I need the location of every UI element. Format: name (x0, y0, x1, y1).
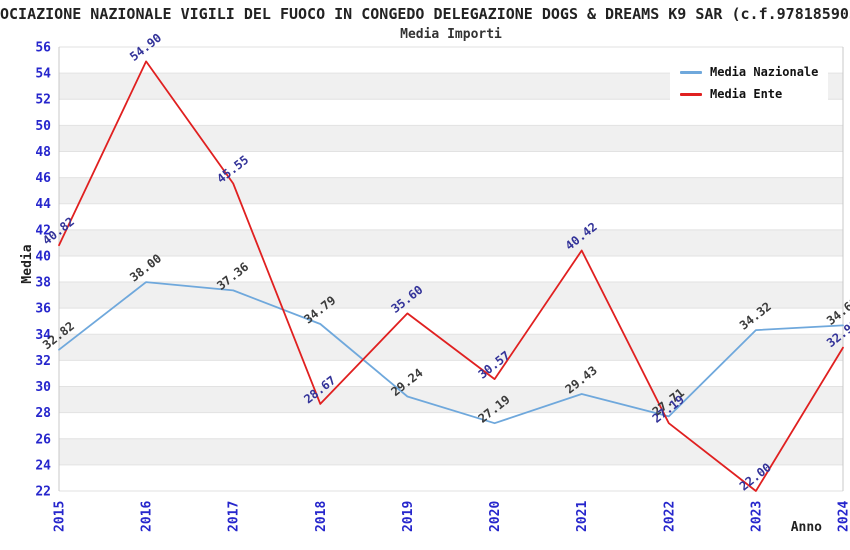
legend-label: Media Nazionale (710, 65, 819, 79)
y-tick-label: 30 (35, 380, 51, 395)
x-tick-label: 2021 (575, 501, 590, 532)
y-tick-label: 38 (35, 276, 51, 291)
x-tick-label: 2019 (401, 501, 416, 532)
band (59, 438, 843, 465)
y-tick-label: 42 (35, 223, 51, 238)
band (59, 386, 843, 413)
legend-item-media-ente: Media Ente (680, 87, 818, 101)
y-tick-label: 28 (35, 406, 51, 421)
plot-bands (59, 73, 843, 465)
y-tick-label: 34 (35, 328, 51, 343)
band (59, 229, 843, 256)
chart-legend: Media Nazionale Media Ente (670, 58, 829, 108)
chart-subtitle: Media Importi (400, 27, 502, 42)
y-tick-label: 40 (35, 249, 51, 264)
y-tick-label: 24 (35, 458, 51, 473)
x-tick-label: 2022 (662, 501, 677, 532)
y-tick-label: 26 (35, 432, 51, 447)
legend-swatch-red-line (680, 92, 702, 96)
series-line-media-nazionale (58, 281, 844, 425)
y-tick-label: 54 (35, 67, 51, 82)
x-tick-label: 2023 (749, 501, 764, 532)
x-tick-label: 2016 (140, 501, 155, 532)
page-title: OCIAZIONE NAZIONALE VIGILI DEL FUOCO IN … (0, 5, 850, 23)
legend-item-media-nazionale: Media Nazionale (680, 65, 818, 79)
y-tick-label: 32 (35, 354, 51, 369)
y-tick-label: 56 (35, 41, 51, 56)
x-tick-label: 2018 (314, 501, 329, 532)
y-tick-labels: 22 24 26 28 30 32 34 36 38 40 42 44 46 48 50 52 54 56 (35, 41, 51, 500)
x-axis-title: Anno (791, 520, 822, 535)
y-tick-label: 22 (35, 485, 51, 500)
y-tick-label: 50 (35, 119, 51, 134)
x-tick-label: 2020 (488, 501, 503, 532)
x-tick-label: 2024 (837, 501, 850, 532)
y-tick-label: 36 (35, 302, 51, 317)
x-tick-label: 2017 (227, 501, 242, 532)
gridlines (59, 46, 843, 492)
y-tick-label: 46 (35, 171, 51, 186)
band (59, 125, 843, 152)
x-tick-label: 2015 (53, 501, 68, 532)
legend-swatch-blue-line (680, 70, 702, 74)
legend-label: Media Ente (710, 87, 783, 101)
y-tick-label: 52 (35, 93, 51, 108)
band (59, 282, 843, 309)
y-tick-label: 48 (35, 145, 51, 160)
series-line-media-ente (58, 60, 844, 492)
y-axis-title: Media (20, 244, 35, 283)
y-tick-label: 44 (35, 197, 51, 212)
x-tick-labels: 2015 2016 2017 2018 2019 2020 2021 2022 2023 2024 (53, 501, 850, 532)
band (59, 177, 843, 204)
